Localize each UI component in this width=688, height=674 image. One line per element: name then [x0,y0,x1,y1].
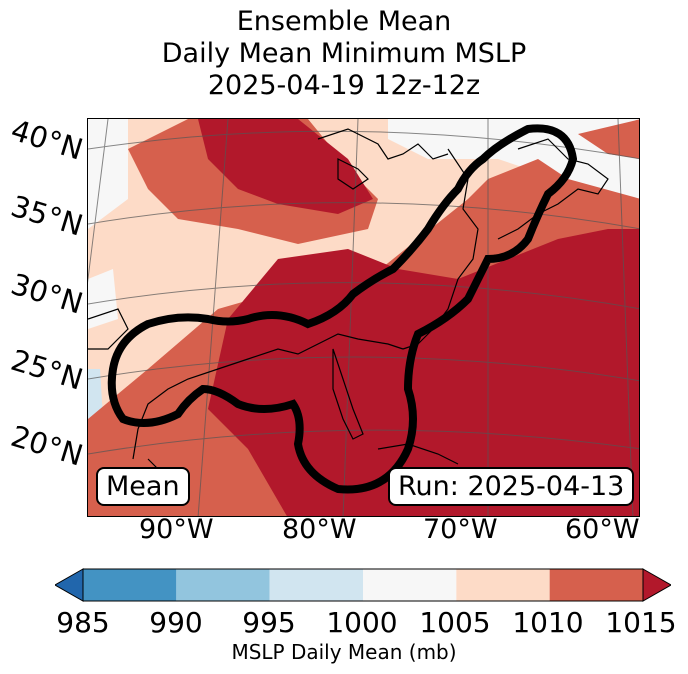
shading-1000-1005-north [388,119,639,209]
colorbar-tick-990: 990 [149,606,203,639]
shading-1000-1005-southwest [88,269,118,329]
colorbar-tick-1000: 1000 [326,606,398,639]
colorbar-label: MSLP Daily Mean (mb) [231,640,457,664]
colorbar [55,568,671,602]
colorbar-segment [269,569,363,601]
mslp-map [88,119,639,516]
colorbar-tick-1015: 1015 [605,606,677,639]
title-line-3: 2025-04-19 12z-12z [207,70,481,101]
colorbar-tick-1005: 1005 [419,606,491,639]
shading-over-1015-south [208,229,639,516]
lat-label-25: 25°N [7,342,87,397]
lon-label-80w: 80°W [282,514,357,545]
colorbar-segment [363,569,457,601]
lat-label-35: 35°N [7,188,87,243]
coastlines [88,128,609,490]
colorbar-segment [176,569,270,601]
colorbar-segment [83,569,177,601]
ensemble-outline [107,124,578,494]
lon-label-70w: 70°W [423,514,498,545]
colorbar-extend-high [642,568,671,602]
lat-label-40: 40°N [7,112,87,167]
shading-1010-1015-northeast [578,119,639,159]
colorbar-segment [549,569,643,601]
lat-label-20: 20°N [7,418,87,473]
mean-badge: Mean [96,467,190,506]
run-date-badge: Run: 2025-04-13 [388,467,635,506]
colorbar-extend-low [55,568,84,602]
shading-over-1015-north [198,119,373,214]
colorbar-segment [456,569,550,601]
title-line-2: Daily Mean Minimum MSLP [161,38,527,69]
map-panel [87,118,640,517]
colorbar-tick-1010: 1010 [512,606,584,639]
colorbar-tick-995: 995 [242,606,296,639]
lon-label-60w: 60°W [565,514,640,545]
colorbar-tick-985: 985 [56,606,110,639]
lat-label-30: 30°N [7,266,87,321]
lon-label-90w: 90°W [139,514,214,545]
title-line-1: Ensemble Mean [236,6,452,37]
